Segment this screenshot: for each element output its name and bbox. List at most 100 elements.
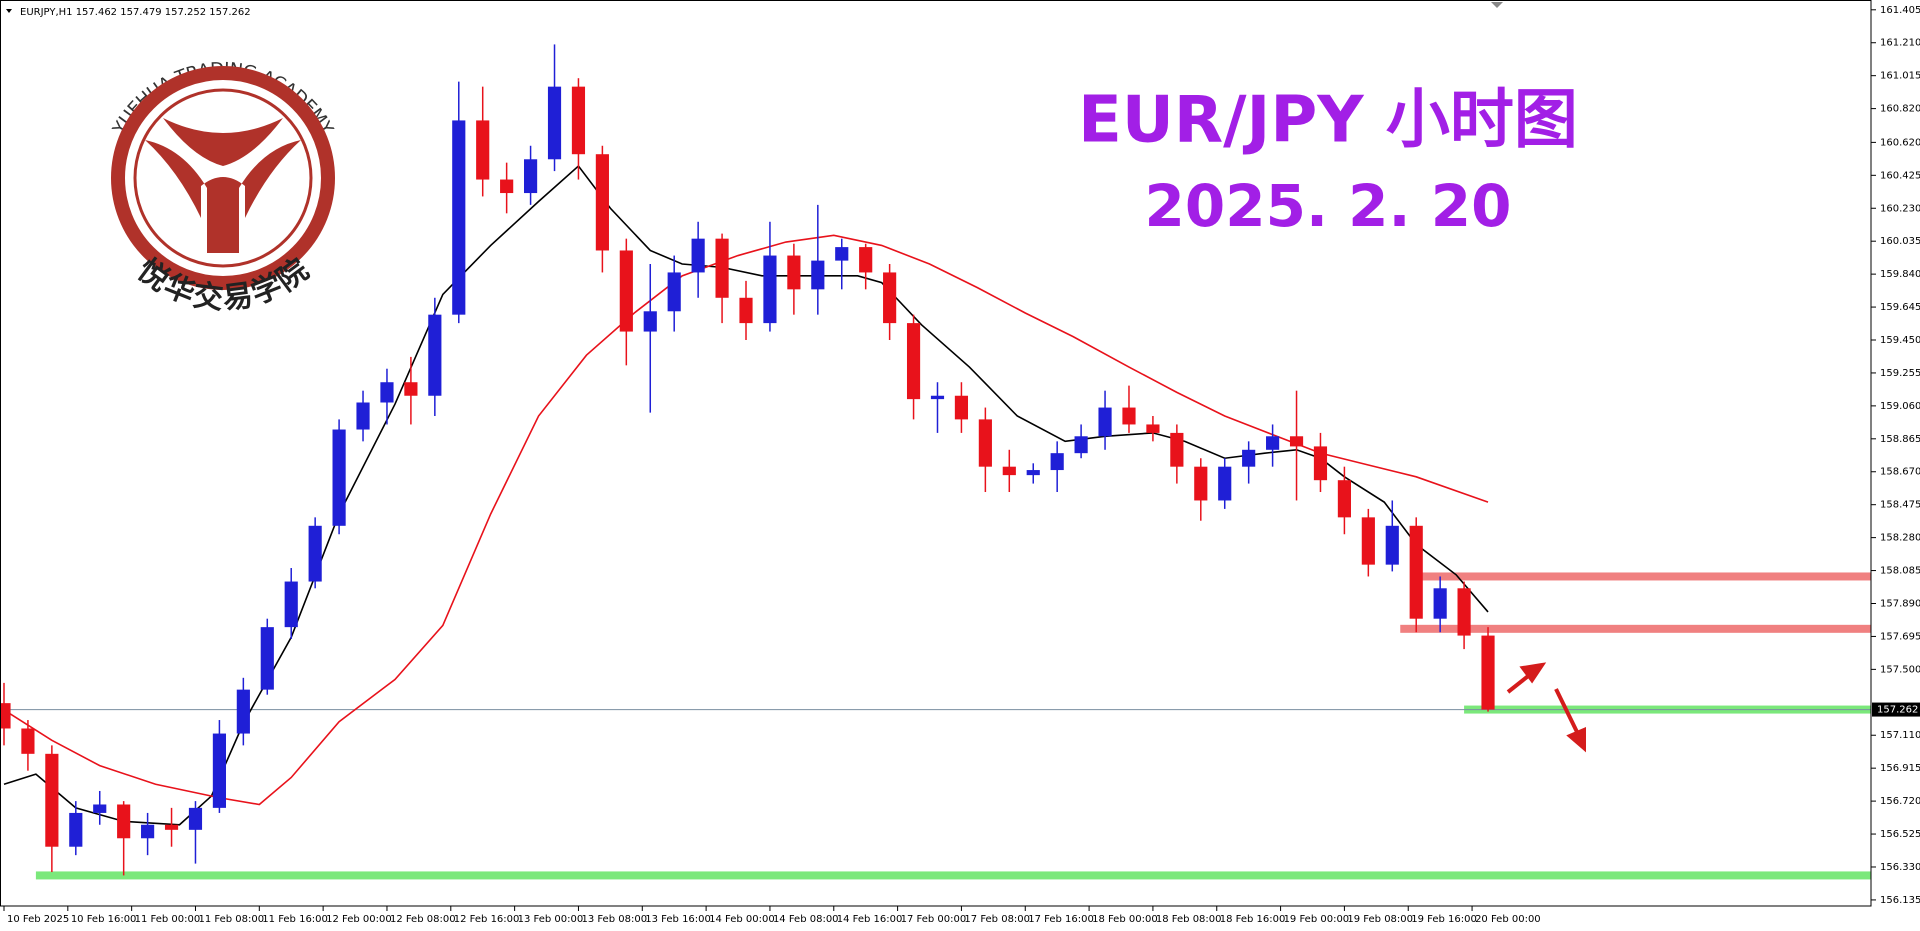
x-tick-label: 12 Feb 08:00: [390, 914, 456, 925]
header: EURJPY,H1 157.462 157.479 157.252 157.26…: [20, 7, 251, 18]
title: EUR/JPY 小时图: [1078, 84, 1578, 158]
candle-body: [404, 382, 418, 396]
plot-frame: [0, 0, 1872, 907]
shift-marker: [1491, 2, 1503, 8]
y-tick-label: 157.695: [1880, 631, 1920, 642]
candle-body: [332, 429, 346, 526]
candle-body: [452, 120, 466, 315]
y-tick-label: 156.525: [1880, 829, 1920, 840]
date: 2025. 2. 20: [1145, 172, 1512, 240]
candle-body: [954, 395, 969, 420]
candle-body: [835, 247, 849, 261]
x-tick-label: 10 Feb 16:00: [71, 914, 137, 925]
candle-body: [380, 382, 394, 403]
x-tick-label: 19 Feb 08:00: [1347, 914, 1413, 925]
candle-body: [0, 703, 11, 729]
candle-body: [356, 402, 370, 430]
candle-body: [715, 238, 729, 298]
logo-emblem: [145, 140, 301, 253]
candle-body: [1098, 407, 1112, 437]
candle-body: [1481, 635, 1495, 710]
y-tick-label: 156.720: [1880, 796, 1920, 807]
x-tick-label: 18 Feb 16:00: [1220, 914, 1286, 925]
logo-ring: [111, 66, 335, 290]
y-tick-label: 160.230: [1880, 203, 1920, 214]
x-tick-label: 13 Feb 00:00: [518, 914, 584, 925]
y-tick-label: 156.330: [1880, 862, 1920, 873]
candle-body: [69, 812, 83, 847]
y-tick-label: 158.670: [1880, 467, 1920, 478]
y-tick-label: 158.085: [1880, 566, 1920, 577]
candle-body: [1433, 588, 1447, 619]
x-tick-label: 17 Feb 00:00: [901, 914, 967, 925]
candle-body: [763, 255, 777, 324]
y-tick-label: 156.915: [1880, 763, 1920, 774]
candle-body: [811, 260, 825, 290]
x-tick-label: 12 Feb 00:00: [326, 914, 392, 925]
candle-body: [1409, 525, 1423, 619]
y-tick-label: 157.110: [1880, 730, 1920, 741]
y-tick-label: 159.450: [1880, 335, 1920, 346]
candle-body: [739, 297, 753, 324]
candle-body: [523, 159, 538, 194]
moving-average: [3, 234, 1489, 806]
candle-body: [260, 627, 274, 690]
x-tick-label: 14 Feb 16:00: [837, 914, 903, 925]
x-tick-label: 18 Feb 00:00: [1092, 914, 1158, 925]
candle-body: [547, 86, 562, 160]
x-tick-label: 17 Feb 08:00: [964, 914, 1030, 925]
candle-body: [476, 120, 490, 180]
candle-body: [308, 525, 322, 582]
candle-body: [428, 314, 442, 396]
logo-inner-ring: [133, 88, 313, 268]
y-tick-label: 157.890: [1880, 598, 1920, 609]
candle-body: [188, 807, 203, 830]
y-tick-label: 161.015: [1880, 71, 1920, 82]
y-tick-label: 159.645: [1880, 302, 1920, 313]
candle-body: [236, 689, 250, 734]
x-tick-label: 20 Feb 00:00: [1475, 914, 1541, 925]
candle-body: [1266, 436, 1280, 450]
level-zone: [1416, 572, 1871, 581]
candle-body: [1289, 436, 1304, 447]
candle-body: [1218, 466, 1232, 501]
arrow-up-head: [1519, 662, 1547, 684]
candle-body: [93, 804, 107, 813]
moving-average: [3, 164, 1489, 826]
candle-body: [212, 733, 226, 808]
y-tick-label: 160.035: [1880, 236, 1920, 247]
x-tick-label: 14 Feb 08:00: [773, 914, 839, 925]
candle-body: [1385, 525, 1399, 565]
candle-body: [667, 272, 681, 312]
x-tick-label: 11 Feb 16:00: [262, 914, 328, 925]
y-tick-label: 158.280: [1880, 533, 1920, 544]
x-tick-label: 13 Feb 08:00: [581, 914, 647, 925]
candle-body: [1313, 446, 1328, 481]
x-tick-label: 13 Feb 16:00: [645, 914, 711, 925]
candle-body: [1242, 449, 1256, 467]
y-tick-label: 160.620: [1880, 137, 1920, 148]
last-price-label: 157.262: [1877, 705, 1918, 716]
arrow-down-head: [1566, 726, 1586, 753]
candle-body: [859, 247, 873, 273]
y-tick-label: 159.840: [1880, 269, 1920, 280]
candle-body: [1361, 517, 1375, 565]
candle-body: [1194, 466, 1208, 501]
candle-body: [141, 824, 155, 839]
y-tick-label: 158.475: [1880, 500, 1920, 511]
candle-body: [1170, 432, 1184, 467]
candle-body: [978, 419, 992, 467]
candle-body: [1026, 470, 1040, 476]
y-tick-label: 159.060: [1880, 401, 1920, 412]
y-tick-label: 161.405: [1880, 5, 1920, 16]
y-tick-label: 160.425: [1880, 170, 1920, 181]
logo-emblem-top: [163, 118, 283, 166]
y-tick-label: 159.255: [1880, 368, 1920, 379]
x-tick-label: 12 Feb 16:00: [454, 914, 520, 925]
header-marker: [6, 9, 12, 13]
candle-body: [284, 581, 298, 628]
plot: [0, 44, 1871, 880]
candle-body: [1074, 436, 1088, 454]
x-tick-label: 10 Feb 2025: [7, 914, 69, 925]
candle-body: [571, 86, 586, 155]
